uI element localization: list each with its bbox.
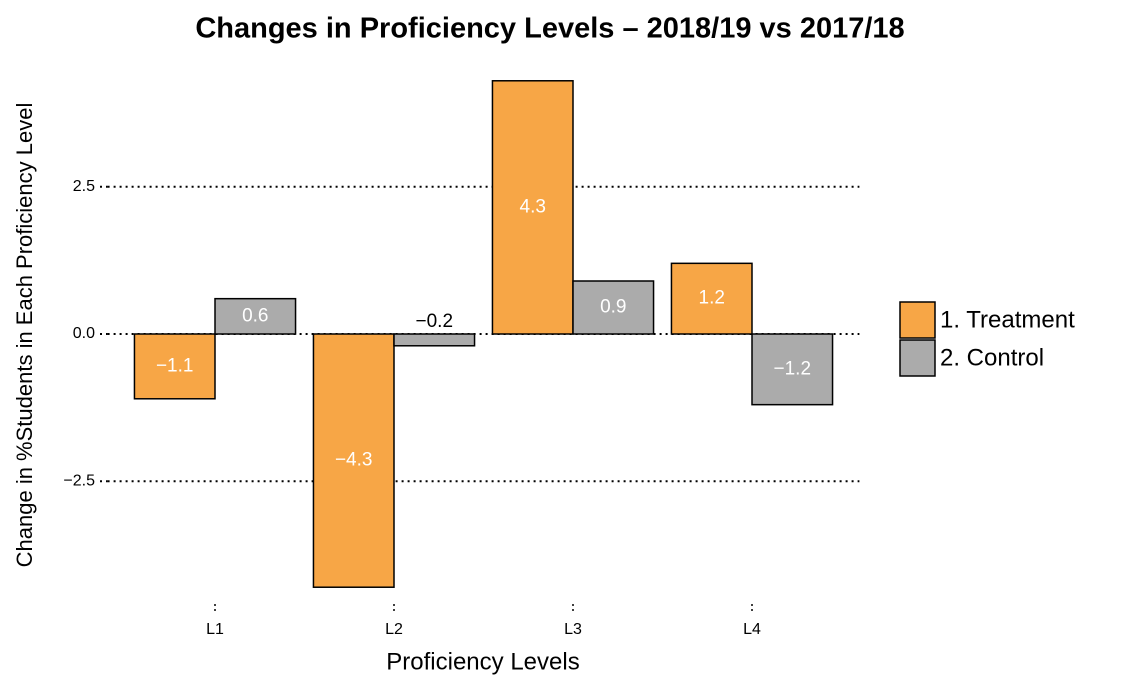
x-tick-label: L4: [743, 621, 761, 638]
y-tick-label: −2.5: [63, 472, 95, 489]
data-label: −1.2: [774, 358, 812, 379]
chart-title: Changes in Proficiency Levels – 2018/19 …: [195, 13, 904, 45]
data-label: −1.1: [156, 355, 194, 376]
bar: [312, 333, 395, 588]
bar: [393, 333, 476, 347]
x-tick-label: L3: [564, 621, 582, 638]
legend-swatch: [899, 339, 936, 377]
data-label: −4.3: [335, 450, 373, 471]
data-label: 1.2: [699, 288, 725, 309]
bar: [133, 333, 216, 400]
y-axis-title: Change in %Students in Each Proficiency …: [12, 103, 37, 568]
data-label: 0.6: [242, 305, 268, 326]
legend-label: 1. Treatment: [940, 306, 1075, 333]
y-tick-label: 0.0: [73, 325, 95, 342]
y-tick-label: 2.5: [73, 178, 95, 195]
x-axis-title: Proficiency Levels: [386, 648, 579, 675]
legend-label: 2. Control: [940, 344, 1044, 371]
data-label: 4.3: [520, 196, 546, 217]
legend-swatch: [899, 301, 936, 339]
bar: [751, 333, 834, 406]
data-label: 0.9: [600, 297, 626, 318]
bar: [491, 80, 574, 335]
x-tick-label: L2: [385, 621, 403, 638]
x-tick-label: L1: [206, 621, 224, 638]
bar: [670, 262, 753, 335]
bar: [572, 280, 655, 335]
bar: [214, 297, 297, 335]
data-label: −0.2: [416, 311, 454, 332]
